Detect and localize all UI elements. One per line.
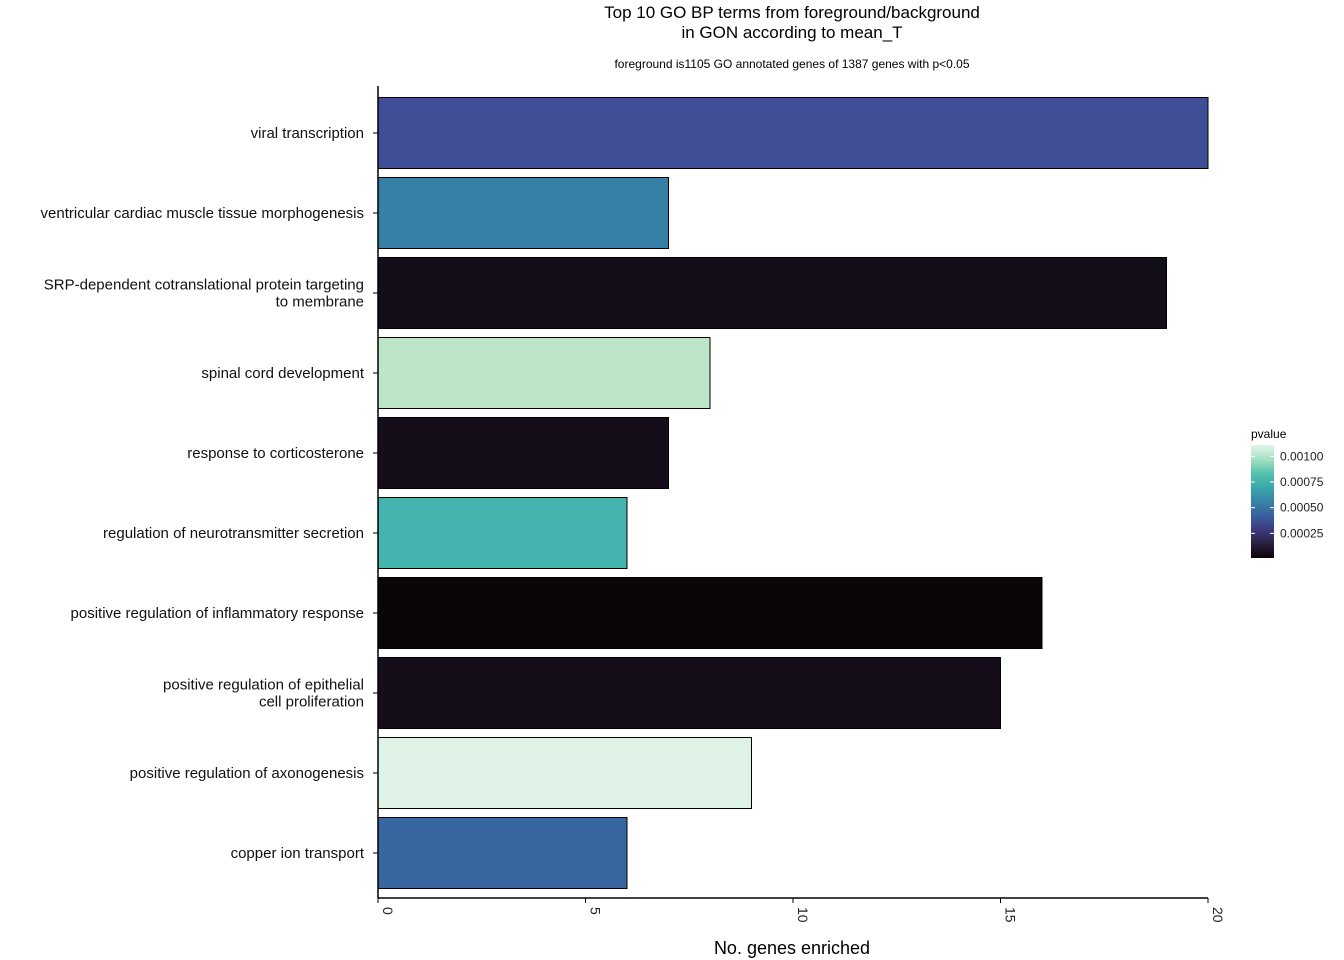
bar-9 <box>377 817 628 889</box>
legend-tick-label-3: 0.00025 <box>1280 526 1324 540</box>
x-tick-label-1: 5 <box>588 907 604 915</box>
x-axis-title: No. genes enriched <box>714 938 870 958</box>
category-label-4: response to corticosterone <box>187 445 364 462</box>
category-label-5: regulation of neurotransmitter secretion <box>103 525 364 542</box>
bar-3 <box>377 337 711 409</box>
legend-ticks: 0.00100 0.00075 0.00050 0.00025 <box>1251 449 1324 540</box>
chart-title-line-2: in GON according to mean_T <box>681 23 902 42</box>
x-axis-ticks: 0 5 10 15 20 <box>377 898 1226 923</box>
bar-2 <box>377 257 1167 329</box>
x-tick-label-2: 10 <box>795 907 811 923</box>
category-label-7-line-1: cell proliferation <box>259 694 364 711</box>
category-labels: viral transcription ventricular cardiac m… <box>41 125 378 862</box>
chart-title-line-1: Top 10 GO BP terms from foreground/backg… <box>604 3 980 22</box>
color-legend: pvalue 0.00100 0.00075 0.00050 0.00025 <box>1251 427 1324 558</box>
legend-tick-label-0: 0.00100 <box>1280 449 1324 463</box>
bar-5 <box>377 497 628 569</box>
bars-group <box>377 97 1209 889</box>
bar-0 <box>377 97 1209 169</box>
category-label-2-line-1: to membrane <box>276 294 364 311</box>
x-tick-label-4: 20 <box>1210 907 1226 923</box>
bar-6 <box>377 577 1043 649</box>
category-label-1: ventricular cardiac muscle tissue morpho… <box>41 205 364 222</box>
category-label-0: viral transcription <box>251 125 364 142</box>
bar-1 <box>377 177 669 249</box>
bar-8 <box>377 737 752 809</box>
chart-subtitle: foreground is1105 GO annotated genes of … <box>614 57 969 71</box>
legend-tick-label-2: 0.00050 <box>1280 501 1324 515</box>
legend-title: pvalue <box>1251 427 1287 441</box>
x-tick-label-0: 0 <box>380 907 396 915</box>
legend-tick-label-1: 0.00075 <box>1280 475 1324 489</box>
bar-7 <box>377 657 1001 729</box>
category-label-3: spinal cord development <box>201 365 364 382</box>
legend-colorbar <box>1251 445 1274 558</box>
category-label-6: positive regulation of inflammatory resp… <box>71 605 364 622</box>
bar-4 <box>377 417 669 489</box>
category-label-7-line-0: positive regulation of epithelial <box>163 677 364 694</box>
category-label-9: copper ion transport <box>231 845 365 862</box>
category-label-8: positive regulation of axonogenesis <box>130 765 364 782</box>
category-label-2-line-0: SRP-dependent cotranslational protein ta… <box>44 277 364 294</box>
x-tick-label-3: 15 <box>1003 907 1019 923</box>
